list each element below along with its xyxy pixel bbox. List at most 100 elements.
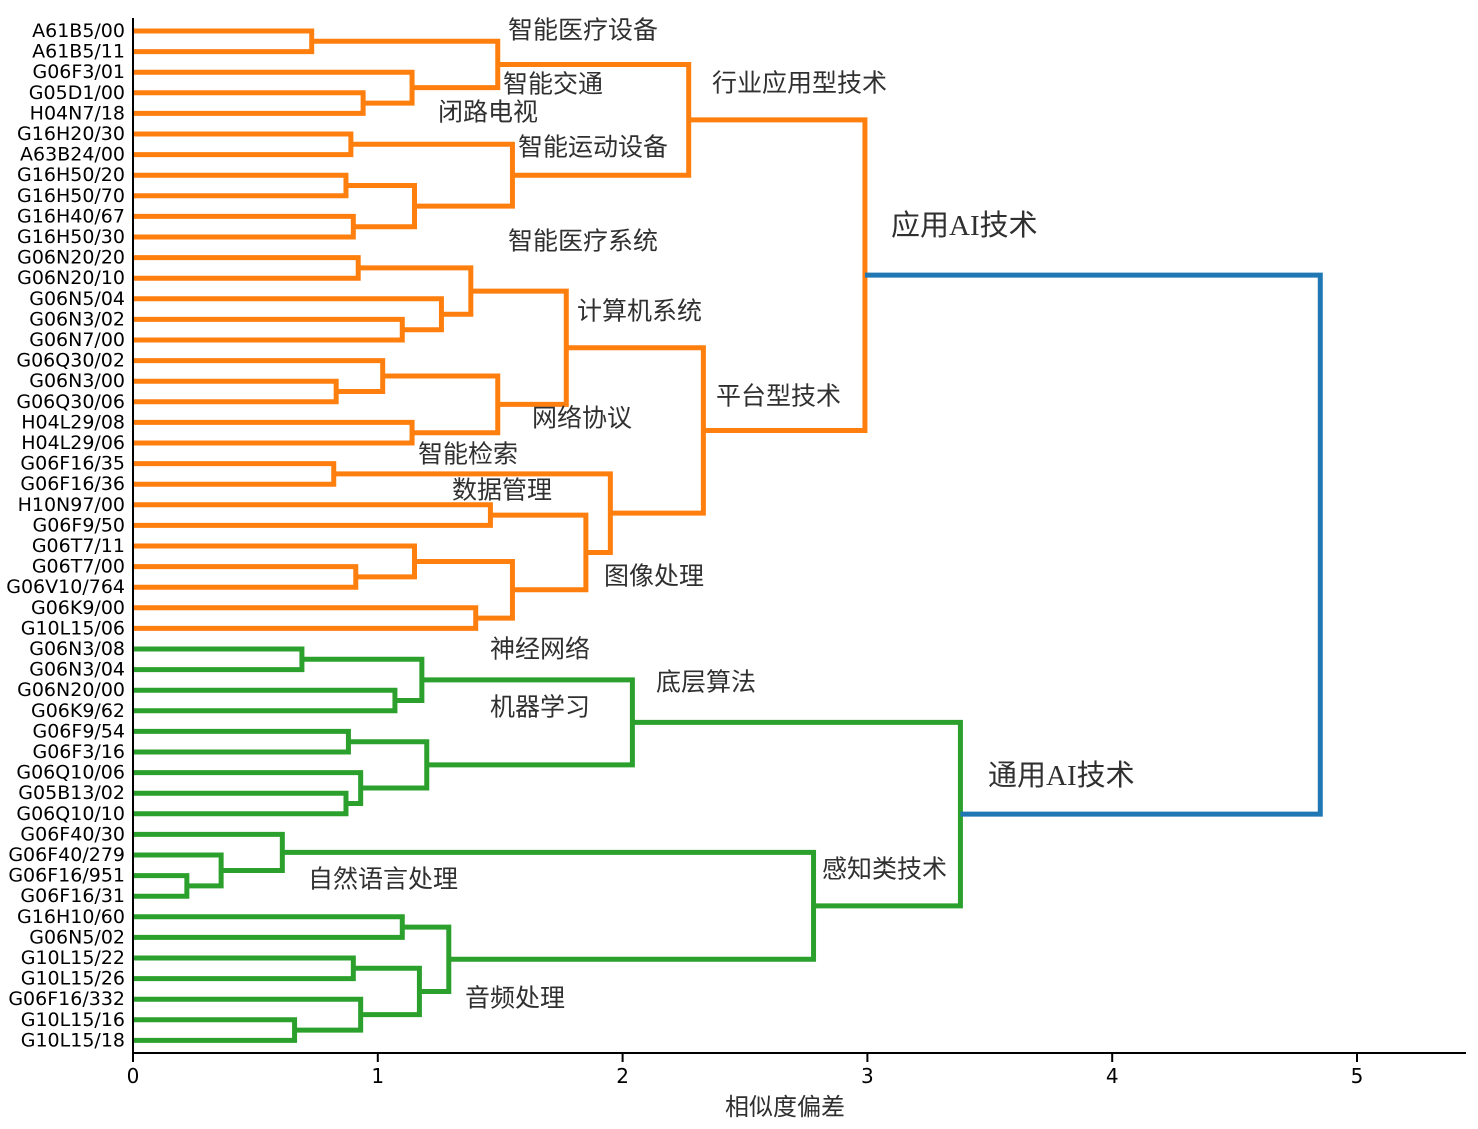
leaf-label: G16H50/20 [17, 164, 125, 186]
dendrogram-link [470, 288, 569, 407]
dendrogram-link [311, 38, 501, 91]
dendrogram-link [133, 728, 351, 755]
cluster-annotation: 自然语言处理 [308, 866, 458, 894]
dendrogram-link [133, 955, 356, 982]
axis-ticks-layer: 0 1 2 3 4 5 [127, 1053, 1364, 1088]
dendrogram-link [133, 296, 444, 333]
dendrogram-link [133, 852, 224, 889]
leaf-label: G16H10/60 [17, 906, 125, 928]
leaf-label: G06F16/35 [20, 453, 125, 475]
links-layer [133, 28, 1323, 1043]
cluster-annotation: 行业应用型技术 [712, 70, 887, 98]
dendrogram-link [345, 183, 418, 230]
leaf-label: G06F16/951 [8, 865, 125, 887]
cluster-annotation: 数据管理 [452, 477, 552, 505]
leaf-label: H04L29/08 [21, 411, 125, 433]
leaf-label: A61B5/11 [32, 41, 125, 63]
axis-tick-label: 4 [1106, 1064, 1119, 1088]
cluster-annotation: 感知类技术 [822, 856, 947, 884]
leaf-label: G06K9/00 [31, 597, 125, 619]
leaf-label: G06F40/279 [8, 844, 125, 866]
cluster-annotation: 智能交通 [503, 71, 603, 99]
leaf-label: G10L15/26 [21, 968, 125, 990]
dendrogram-link [133, 131, 354, 158]
dendrogram-link [133, 316, 405, 343]
dendrogram-link [133, 605, 479, 631]
cluster-annotation: 通用AI技术 [988, 759, 1135, 792]
dendrogram-link [133, 172, 349, 199]
dendrogram-link [301, 656, 425, 703]
leaf-label: G06F3/16 [33, 741, 126, 763]
dendrogram-link [133, 831, 285, 873]
dendrogram-link [133, 914, 405, 940]
cluster-annotation: 网络协议 [532, 405, 632, 433]
leaf-label: G06F16/36 [20, 473, 125, 495]
leaf-label: G16H40/67 [17, 205, 125, 227]
leaf-label: G16H20/30 [17, 123, 125, 145]
cluster-annotation: 智能运动设备 [518, 134, 668, 162]
dendrogram-link [864, 272, 1323, 817]
leaf-label: H10N97/00 [18, 494, 125, 516]
leaf-label: G06N3/02 [29, 308, 125, 330]
axis-tick-label: 0 [127, 1064, 140, 1088]
dendrogram-link [133, 90, 366, 116]
leaf-label: G06Q30/06 [16, 391, 125, 413]
leaf-labels-layer: A61B5/00A61B5/11G06F3/01G05D1/00H04N7/18… [6, 20, 125, 1051]
leaf-label: G06Q10/10 [16, 803, 125, 825]
leaf-label: G10L15/22 [21, 947, 125, 969]
dendrogram-link [133, 69, 415, 106]
leaf-label: A61B5/00 [32, 20, 125, 42]
axis-tick-label: 5 [1351, 1064, 1364, 1088]
dendrogram-link [133, 996, 364, 1033]
leaf-label: G06F9/54 [33, 720, 126, 742]
cluster-annotation: 闭路电视 [438, 99, 538, 127]
dendrogram-link [421, 677, 635, 768]
leaf-label: G06N5/04 [29, 288, 125, 310]
leaf-label: G06F16/31 [20, 885, 125, 907]
leaf-label: G05D1/00 [29, 82, 125, 104]
axis-tick-label: 3 [861, 1064, 874, 1088]
leaf-label: H04L29/06 [21, 432, 125, 454]
dendrogram-link [358, 265, 474, 317]
x-axis-title: 相似度偏差 [725, 1094, 845, 1121]
leaf-label: G10L15/18 [21, 1029, 125, 1051]
dendrogram-link [133, 461, 337, 487]
dendrogram-link [490, 512, 589, 593]
dendrogram-link [133, 378, 339, 405]
leaf-label: G06T7/00 [32, 556, 125, 578]
cluster-annotation: 平台型技术 [716, 383, 841, 411]
leaf-label: G10L15/06 [21, 617, 125, 639]
leaf-label: G06N3/08 [29, 638, 125, 660]
leaf-label: G06N7/00 [29, 329, 125, 351]
leaf-label: G06F16/332 [8, 988, 125, 1010]
leaf-label: G06N20/20 [17, 247, 125, 269]
leaf-label: G06N20/10 [17, 267, 125, 289]
dendrogram-link [133, 255, 361, 281]
dendrogram-link [133, 873, 190, 899]
leaf-label: G06Q30/02 [16, 350, 125, 372]
leaf-label: G06N5/02 [29, 926, 125, 948]
dendrogram-link [133, 687, 398, 714]
dendrogram-link [133, 646, 305, 673]
dendrogram-link [133, 543, 418, 580]
dendrogram-link [133, 790, 349, 817]
dendrogram-link [133, 419, 415, 446]
dendrogram-link [133, 564, 359, 590]
leaf-label: G06T7/11 [32, 535, 125, 557]
leaf-label: G10L15/16 [21, 1009, 125, 1031]
leaf-label: G06K9/62 [31, 700, 125, 722]
leaf-label: G06F3/01 [33, 61, 126, 83]
dendrogram-link [133, 28, 315, 55]
cluster-annotation: 音频处理 [465, 985, 565, 1013]
axis-tick-label: 1 [371, 1064, 384, 1088]
leaf-label: G06N3/00 [29, 370, 125, 392]
leaf-label: G16H50/30 [17, 226, 125, 248]
leaf-label: G06N20/00 [17, 679, 125, 701]
leaf-label: A63B24/00 [20, 144, 125, 166]
cluster-annotation: 智能医疗系统 [508, 228, 658, 256]
dendrogram-link [133, 1017, 298, 1043]
cluster-annotation: 机器学习 [490, 694, 590, 722]
dendrogram-link [133, 502, 493, 528]
